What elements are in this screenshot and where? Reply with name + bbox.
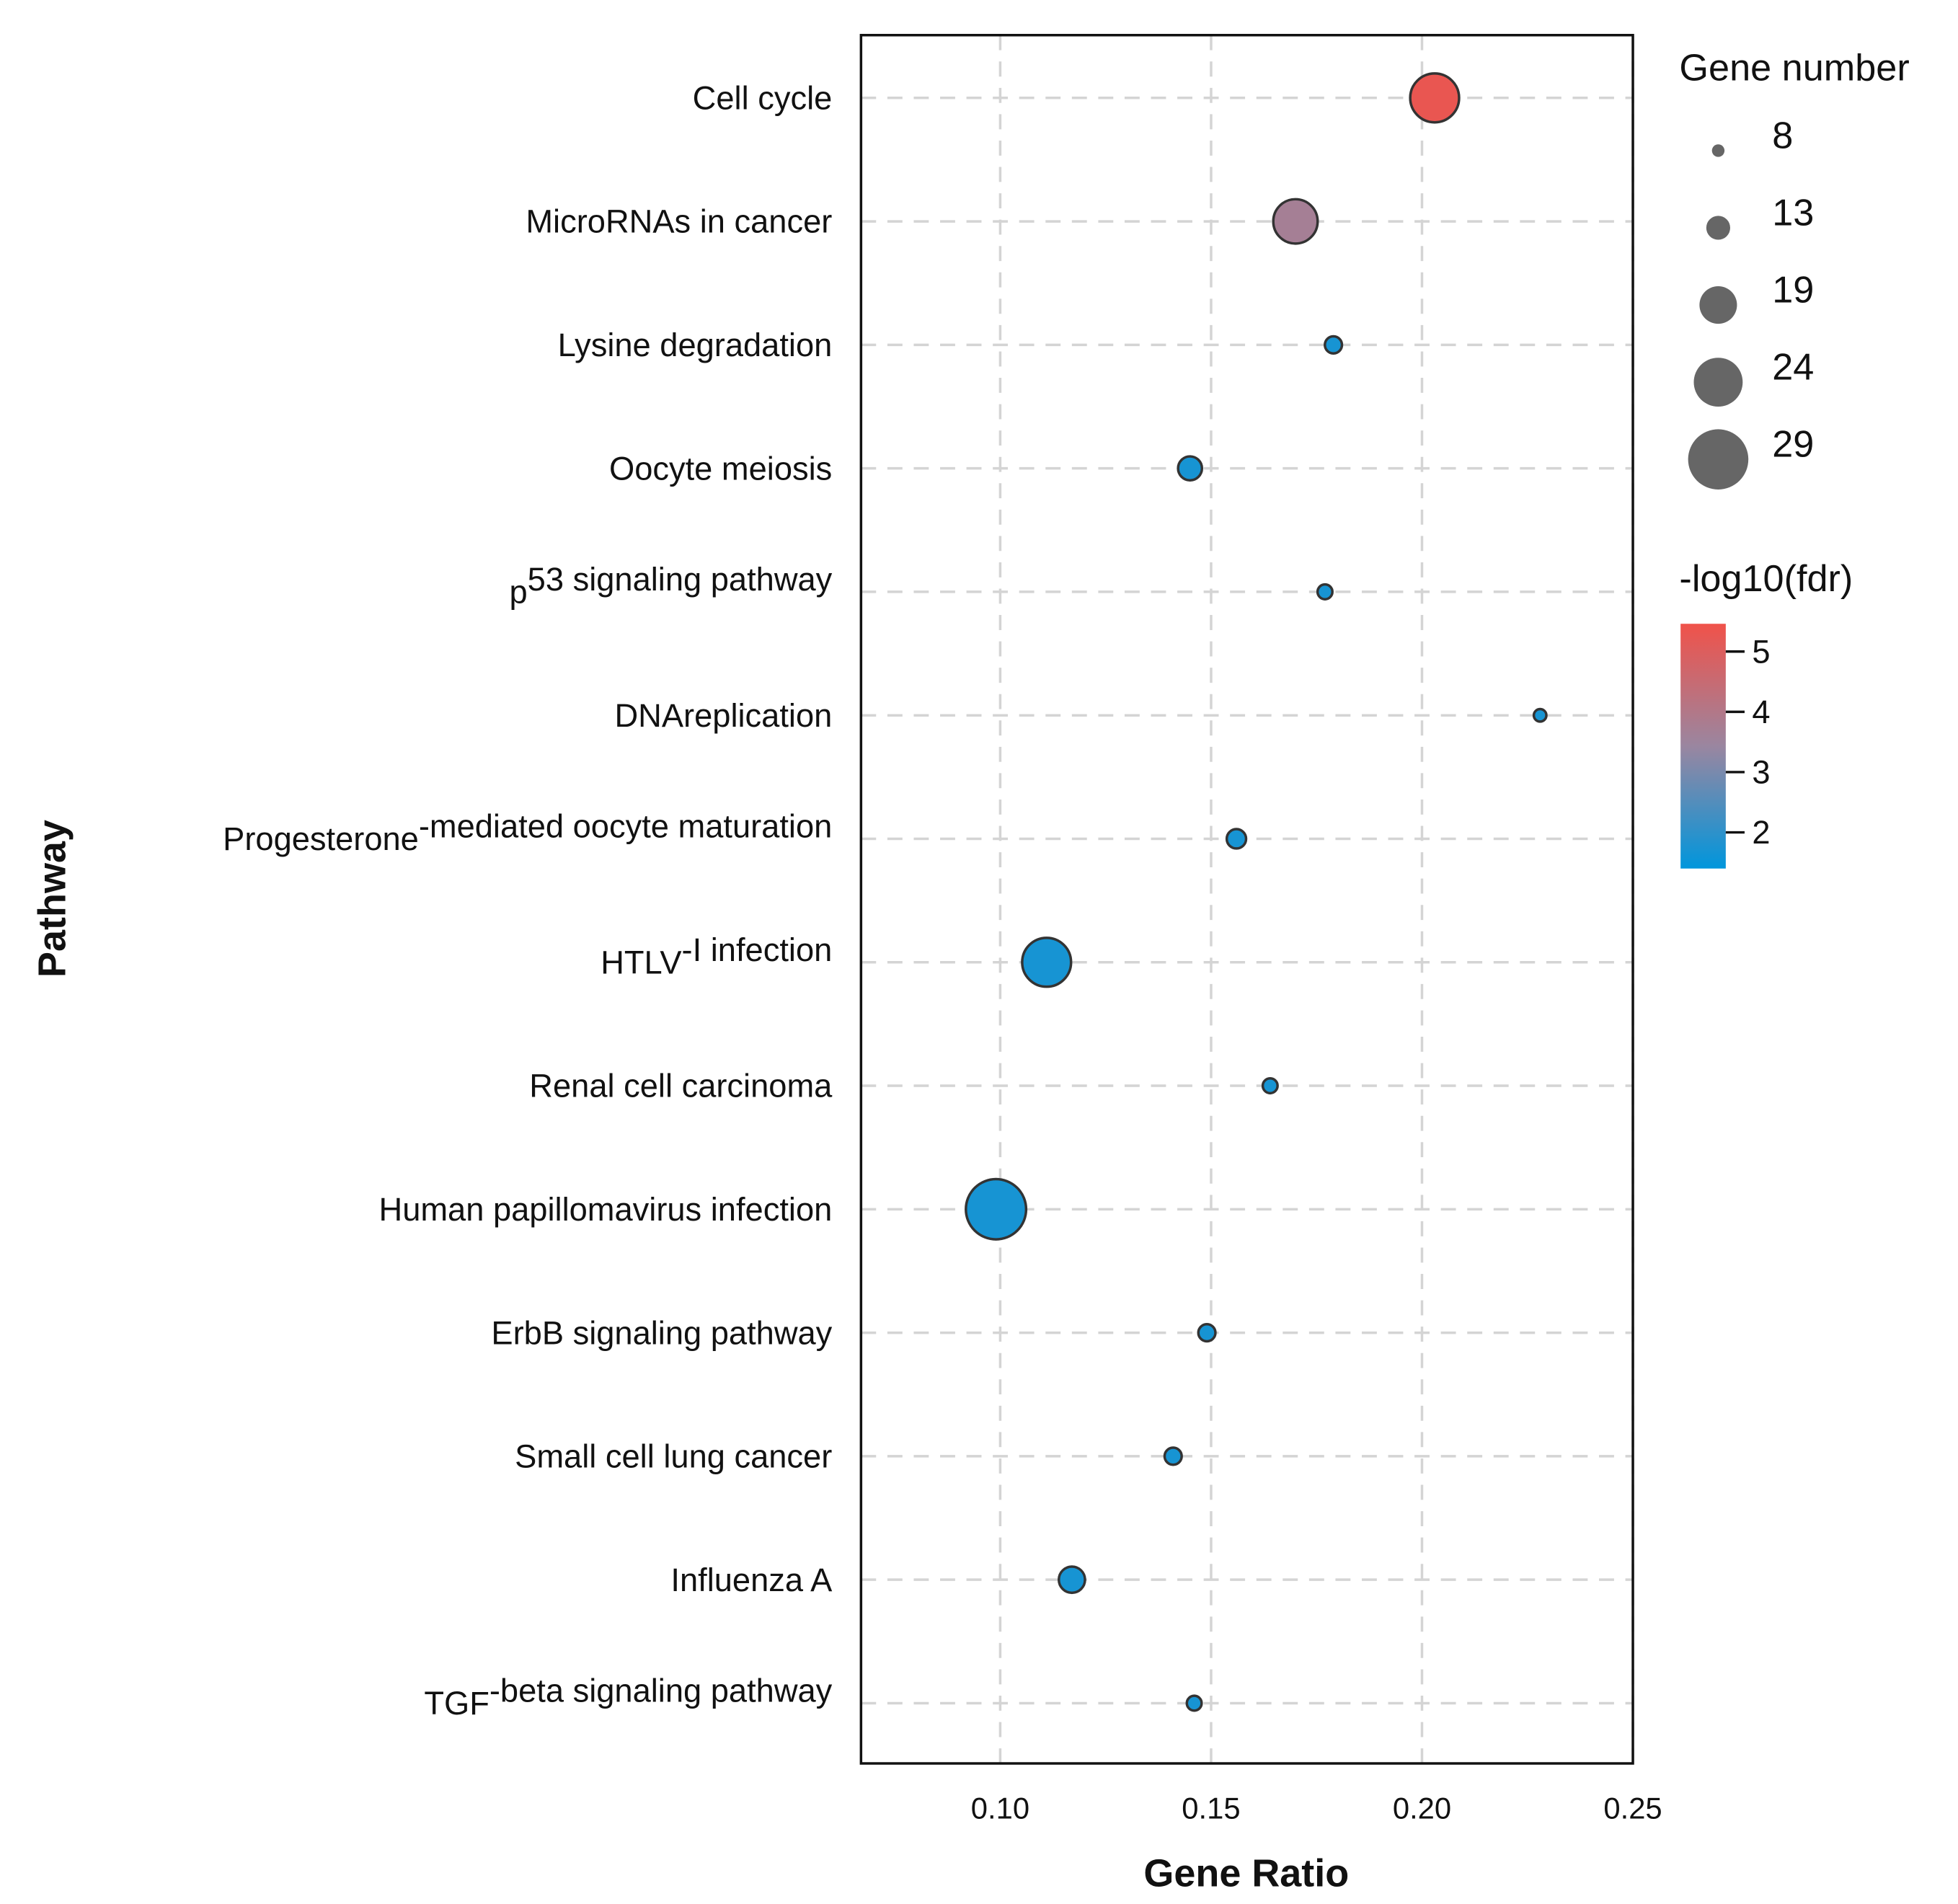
pathway-label: p53 signaling pathway [509, 561, 832, 610]
size-legend-key [1688, 429, 1749, 490]
data-point [1225, 828, 1248, 850]
color-legend: -log10(fdr) 5 4 3 2 [1679, 558, 1853, 869]
data-point [1197, 1323, 1217, 1343]
data-point [1324, 335, 1344, 355]
data-point [1532, 707, 1548, 723]
pathway-label: Renal cell carcinoma [529, 1068, 833, 1104]
colorbar-tick-label: 2 [1752, 814, 1770, 851]
pathway-label: Oocyte meiosis [609, 450, 832, 487]
data-point [1185, 1694, 1203, 1712]
colorbar-tick-label: 3 [1752, 754, 1770, 791]
data-point [1177, 455, 1204, 482]
x-tick-label: 0.10 [971, 1792, 1029, 1825]
size-legend-key [1706, 216, 1730, 240]
size-legend-label: 24 [1772, 347, 1814, 389]
pathway-label: ErbB signaling pathway [491, 1314, 832, 1351]
color-legend-title: -log10(fdr) [1679, 558, 1853, 600]
colorbar-tick-label: 4 [1752, 694, 1770, 730]
pathway-label: Cell cycle [693, 79, 833, 116]
size-legend: Gene number 8 13 19 24 29 [1679, 47, 1910, 490]
pathway-label: Influenza A [670, 1562, 833, 1598]
data-point [1021, 936, 1073, 988]
data-point [965, 1177, 1028, 1241]
size-legend-key [1711, 144, 1725, 157]
size-legend-key [1693, 358, 1743, 407]
size-legend-title: Gene number [1679, 47, 1909, 89]
pathway-label: DNAreplication [615, 697, 833, 734]
plot-frame [859, 34, 1634, 1765]
x-tick-label: 0.15 [1182, 1792, 1240, 1825]
size-legend-key [1699, 286, 1737, 324]
pathway-label: Lysine degradation [558, 327, 833, 363]
grid-lines [861, 35, 1634, 1764]
pathway-label: HTLV-I infection [601, 931, 832, 980]
size-legend-label: 13 [1772, 192, 1814, 234]
y-tick-labels: Cell cycle MicroRNAs in cancer Lysine degr… [223, 79, 833, 1722]
data-points [965, 72, 1548, 1712]
pathway-label: Progesterone-mediated oocyte maturation [223, 808, 832, 857]
data-point [1409, 72, 1461, 124]
size-legend-label: 19 [1772, 270, 1814, 311]
x-tick-labels: 0.10 0.15 0.20 0.25 [971, 1792, 1662, 1825]
data-point [1316, 583, 1334, 601]
data-point [1261, 1077, 1279, 1095]
x-tick-label: 0.25 [1603, 1792, 1662, 1825]
pathway-label: Small cell lung cancer [515, 1438, 832, 1475]
size-legend-label: 8 [1772, 115, 1793, 156]
data-point [1163, 1446, 1183, 1466]
colorbar-tick-label: 5 [1752, 633, 1770, 670]
colorbar [1680, 624, 1726, 869]
x-tick-label: 0.20 [1393, 1792, 1451, 1825]
y-axis-title: Pathway [31, 820, 74, 978]
data-point [1057, 1565, 1086, 1595]
x-axis-title: Gene Ratio [1143, 1852, 1349, 1895]
size-legend-label: 29 [1772, 424, 1814, 466]
data-point [1272, 198, 1319, 245]
pathway-label: MicroRNAs in cancer [526, 203, 832, 240]
pathway-label: Human papillomavirus infection [379, 1191, 833, 1228]
pathway-label: TGF-beta signaling pathway [424, 1673, 832, 1722]
